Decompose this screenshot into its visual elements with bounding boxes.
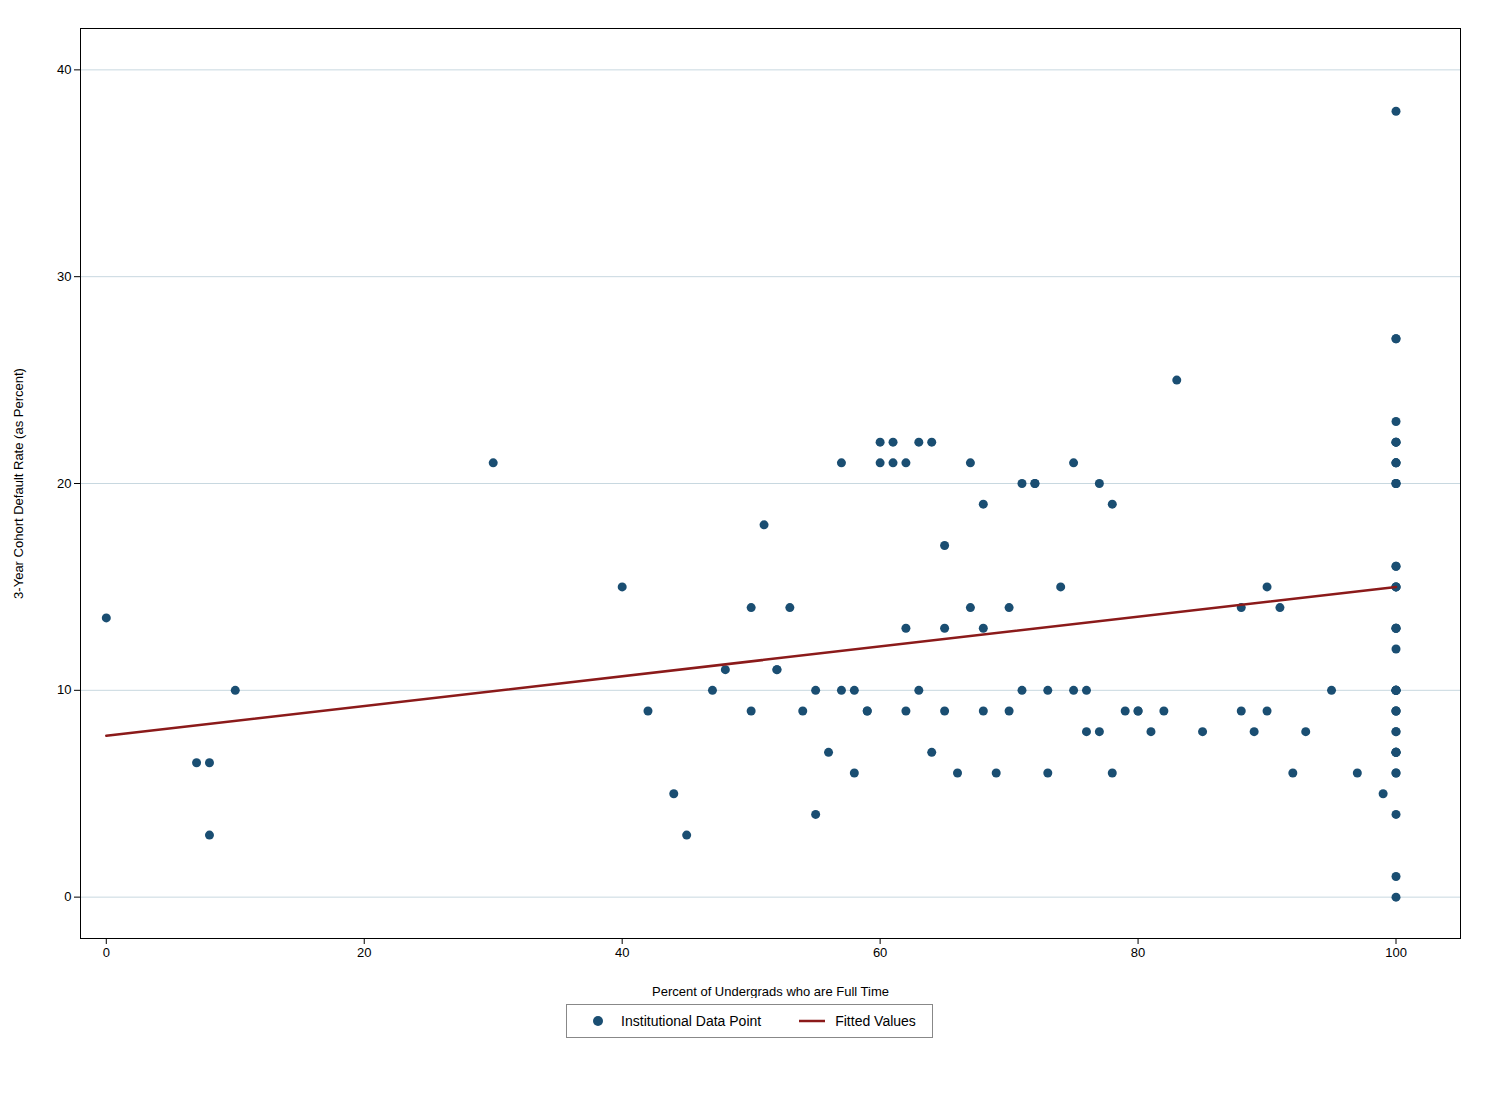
svg-text:60: 60 bbox=[872, 945, 886, 960]
svg-text:40: 40 bbox=[57, 62, 71, 77]
svg-text:80: 80 bbox=[1130, 945, 1144, 960]
svg-text:0: 0 bbox=[64, 889, 71, 904]
svg-text:10: 10 bbox=[57, 682, 71, 697]
svg-text:100: 100 bbox=[1385, 945, 1407, 960]
svg-text:40: 40 bbox=[614, 945, 628, 960]
svg-text:20: 20 bbox=[57, 476, 71, 491]
html-text:Institutional Data Point: Institutional Data Point bbox=[621, 1013, 762, 1029]
svg-text:20: 20 bbox=[357, 945, 371, 960]
html-text:Fitted Values: Fitted Values bbox=[835, 1013, 916, 1029]
svg-text:3-Year Cohort Default Rate (as: 3-Year Cohort Default Rate (as Percent) bbox=[10, 368, 25, 599]
svg-text:Percent of Undergrads who are: Percent of Undergrads who are Full Time bbox=[652, 984, 889, 999]
svg-text:30: 30 bbox=[57, 269, 71, 284]
svg-text:0: 0 bbox=[102, 945, 109, 960]
